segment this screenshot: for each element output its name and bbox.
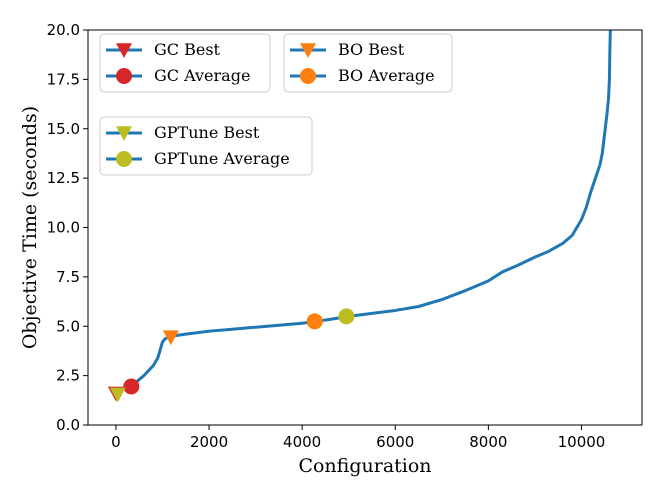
bo-best-legend-marker bbox=[300, 43, 316, 58]
legend-box bbox=[99, 116, 313, 176]
y-tick-label: 15.0 bbox=[47, 120, 80, 138]
y-tick-label: 10.0 bbox=[47, 219, 80, 237]
y-tick-label: 2.5 bbox=[56, 367, 80, 385]
y-tick-label: 12.5 bbox=[47, 169, 80, 187]
legend-upper-center: BO Best BO Average bbox=[283, 33, 453, 93]
x-tick-label: 8000 bbox=[469, 433, 507, 451]
x-tick-label: 6000 bbox=[376, 433, 414, 451]
legend-label: GPTune Average bbox=[154, 149, 290, 168]
x-axis-label: Configuration bbox=[298, 455, 431, 477]
y-tick-label: 7.5 bbox=[56, 268, 80, 286]
x-tick-label: 2000 bbox=[190, 433, 228, 451]
bo-average-marker bbox=[306, 313, 323, 330]
x-tick-label: 4000 bbox=[283, 433, 321, 451]
bo-best-marker bbox=[162, 330, 179, 346]
y-tick-label: 5.0 bbox=[56, 317, 80, 335]
series-line bbox=[114, 30, 612, 395]
y-tick-label: 17.5 bbox=[47, 70, 80, 88]
gptune-best-legend-marker bbox=[116, 126, 132, 141]
gc-best-legend-marker bbox=[116, 43, 132, 58]
gptune-average-legend-marker bbox=[116, 151, 132, 167]
gptune-best-marker bbox=[109, 387, 126, 403]
legend-center-left: GPTune Best GPTune Average bbox=[99, 116, 313, 176]
legend-box bbox=[99, 33, 271, 93]
bo-average-legend-marker bbox=[300, 68, 316, 84]
legend-label: GPTune Best bbox=[154, 123, 260, 142]
legend-label: BO Average bbox=[338, 66, 435, 85]
legend-label: GC Average bbox=[154, 66, 250, 85]
gc-average-legend-marker bbox=[116, 68, 132, 84]
y-tick-label: 0.0 bbox=[56, 416, 80, 434]
legend-label: BO Best bbox=[338, 40, 405, 59]
gptune-average-marker bbox=[338, 308, 355, 325]
legend-label: GC Best bbox=[154, 40, 221, 59]
y-tick-label: 20.0 bbox=[47, 21, 80, 39]
legend-upper-left: GC Best GC Average bbox=[99, 33, 271, 93]
x-tick-label: 0 bbox=[111, 433, 121, 451]
y-axis-label: Objective Time (seconds) bbox=[19, 106, 41, 349]
gc-average-marker bbox=[123, 378, 140, 395]
x-tick-label: 10000 bbox=[558, 433, 606, 451]
